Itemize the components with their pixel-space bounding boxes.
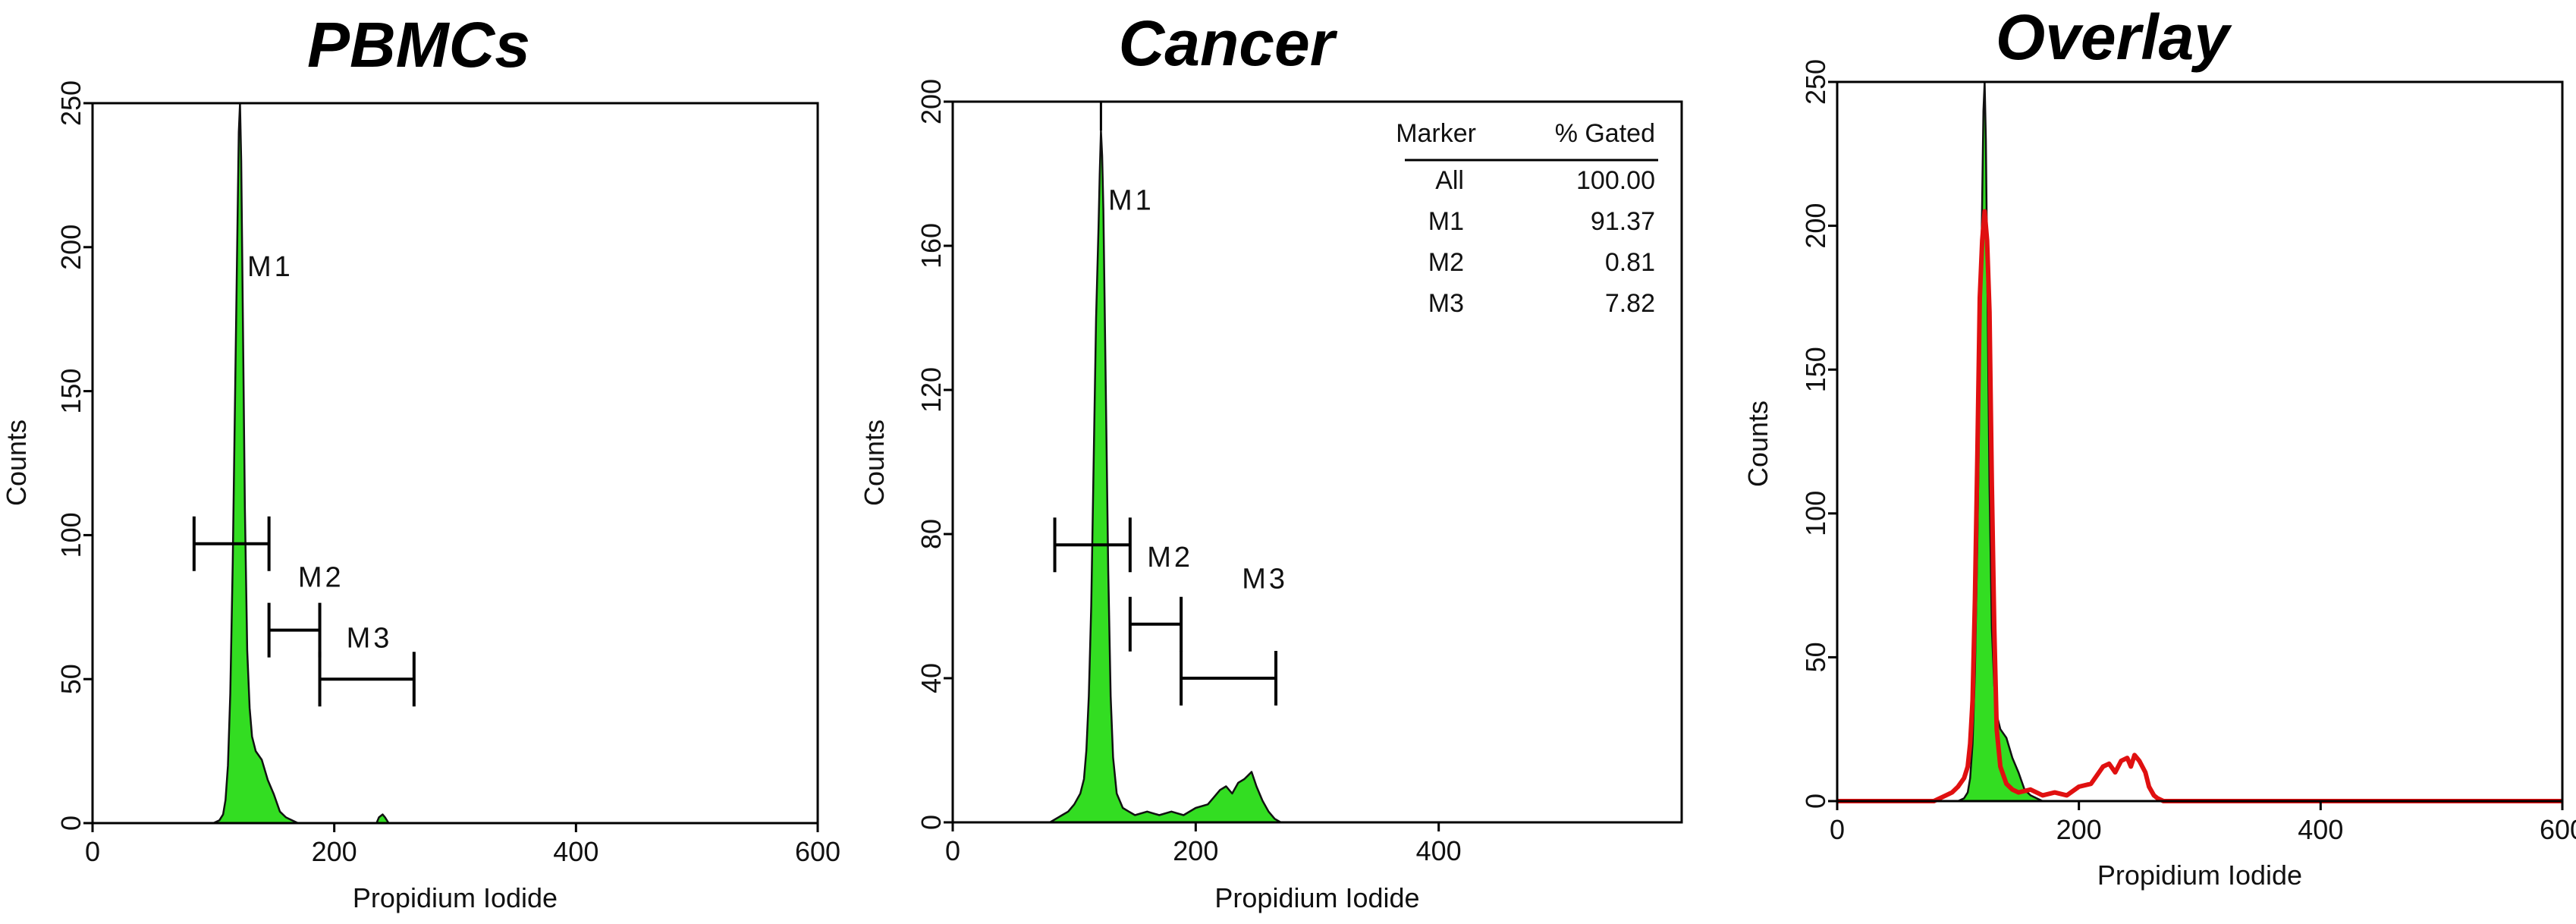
x-tick-label: 400: [1416, 835, 1462, 866]
y-tick-label: 250: [1800, 59, 1831, 105]
x-tick-label: 200: [1173, 835, 1218, 866]
overlay-histogram-panel: 0 50 100 150 200 250 0 200 400 600 Propidium Iodid…: [1742, 59, 2576, 891]
y-tick-label: 120: [916, 367, 947, 413]
y-tick-label: 50: [1800, 642, 1831, 672]
series-area-cancer: [951, 129, 1683, 824]
panel-title-pbmcs: PBMCs: [307, 9, 530, 80]
plot-frame: [951, 100, 1683, 824]
x-tick-label: 600: [795, 836, 840, 867]
stats-row-value: 91.37: [1591, 207, 1655, 236]
y-tick-label: 200: [1800, 203, 1831, 249]
gate-label-m2: M2: [298, 562, 344, 594]
x-tick-label: 200: [312, 836, 357, 867]
x-tick-label: 400: [553, 836, 598, 867]
y-axis-label: Counts: [1, 420, 32, 506]
x-axis-label: Propidium Iodide: [2097, 860, 2302, 891]
gate-label-m2: M2: [1147, 542, 1193, 574]
y-tick-label: 150: [1800, 347, 1831, 392]
x-axis-label: Propidium Iodide: [1214, 882, 1419, 913]
panel-title-overlay: Overlay: [1996, 2, 2233, 73]
stats-row-value: 7.82: [1605, 289, 1655, 318]
stats-row-label: M1: [1428, 207, 1464, 236]
gate-label-m3: M3: [347, 622, 393, 654]
plot-frame: [91, 102, 819, 825]
gate-label-m1: M1: [1108, 185, 1154, 217]
panel-title-cancer: Cancer: [1119, 8, 1338, 79]
stats-row-value: 0.81: [1605, 248, 1655, 277]
y-tick-label: 80: [916, 519, 947, 549]
x-tick-label: 600: [2540, 814, 2576, 845]
x-tick-label: 200: [2056, 814, 2102, 845]
y-tick-label: 200: [55, 225, 86, 270]
stats-row-label: M3: [1428, 289, 1464, 318]
y-tick-label: 200: [916, 79, 947, 124]
stats-header-gated: % Gated: [1555, 119, 1655, 148]
x-tick-label: 0: [1830, 814, 1845, 845]
series-line-cancer: [1837, 209, 2562, 803]
y-tick-label: 250: [55, 80, 86, 126]
gating-stats-table: Marker % Gated All 100.00 M1 91.37 M2 0.…: [1396, 119, 1658, 318]
gate-label-m3: M3: [1242, 563, 1288, 595]
x-tick-label: 0: [85, 836, 100, 867]
stats-row-label: All: [1435, 166, 1464, 195]
plot-frame: [1836, 80, 2564, 803]
y-tick-label: 0: [916, 815, 947, 830]
y-tick-label: 0: [1800, 794, 1831, 809]
y-axis-label: Counts: [859, 420, 890, 506]
stats-row-value: 100.00: [1576, 166, 1655, 195]
series-area-pbmcs: [91, 102, 819, 825]
y-axis-label: Counts: [1742, 401, 1773, 487]
y-tick-label: 160: [916, 223, 947, 269]
y-tick-label: 40: [916, 663, 947, 693]
x-tick-label: 0: [945, 835, 960, 866]
cancer-histogram-panel: 0 40 80 120 160 200 0 200 400 Propidium Iodide Cou…: [859, 79, 1683, 913]
stats-header-marker: Marker: [1396, 119, 1476, 148]
series-area-pbmcs: [1836, 80, 2564, 803]
pbmcs-histogram-panel: 0 50 100 150 200 250 0 200 400 600 Propidium Iodid…: [1, 80, 840, 913]
y-tick-label: 150: [55, 369, 86, 414]
y-tick-label: 0: [55, 816, 86, 831]
y-tick-label: 50: [55, 664, 86, 694]
x-axis-label: Propidium Iodide: [353, 882, 558, 913]
y-tick-label: 100: [55, 512, 86, 558]
stats-row-label: M2: [1428, 248, 1464, 277]
x-tick-label: 400: [2298, 814, 2343, 845]
y-tick-label: 100: [1800, 491, 1831, 536]
gate-label-m1: M1: [247, 251, 294, 283]
